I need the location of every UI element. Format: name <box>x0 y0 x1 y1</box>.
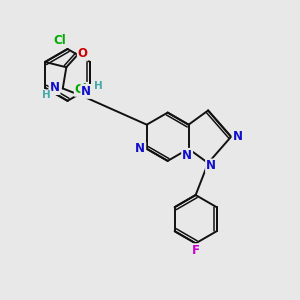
Text: N: N <box>206 160 216 172</box>
Text: N: N <box>81 85 91 98</box>
Text: N: N <box>50 81 59 94</box>
Text: Cl: Cl <box>53 34 66 47</box>
Text: F: F <box>192 244 200 257</box>
Text: N: N <box>182 149 192 162</box>
Text: Cl: Cl <box>75 83 88 96</box>
Text: N: N <box>232 130 243 143</box>
Text: H: H <box>42 90 51 100</box>
Text: O: O <box>78 47 88 60</box>
Text: H: H <box>94 80 103 91</box>
Text: N: N <box>135 142 145 155</box>
